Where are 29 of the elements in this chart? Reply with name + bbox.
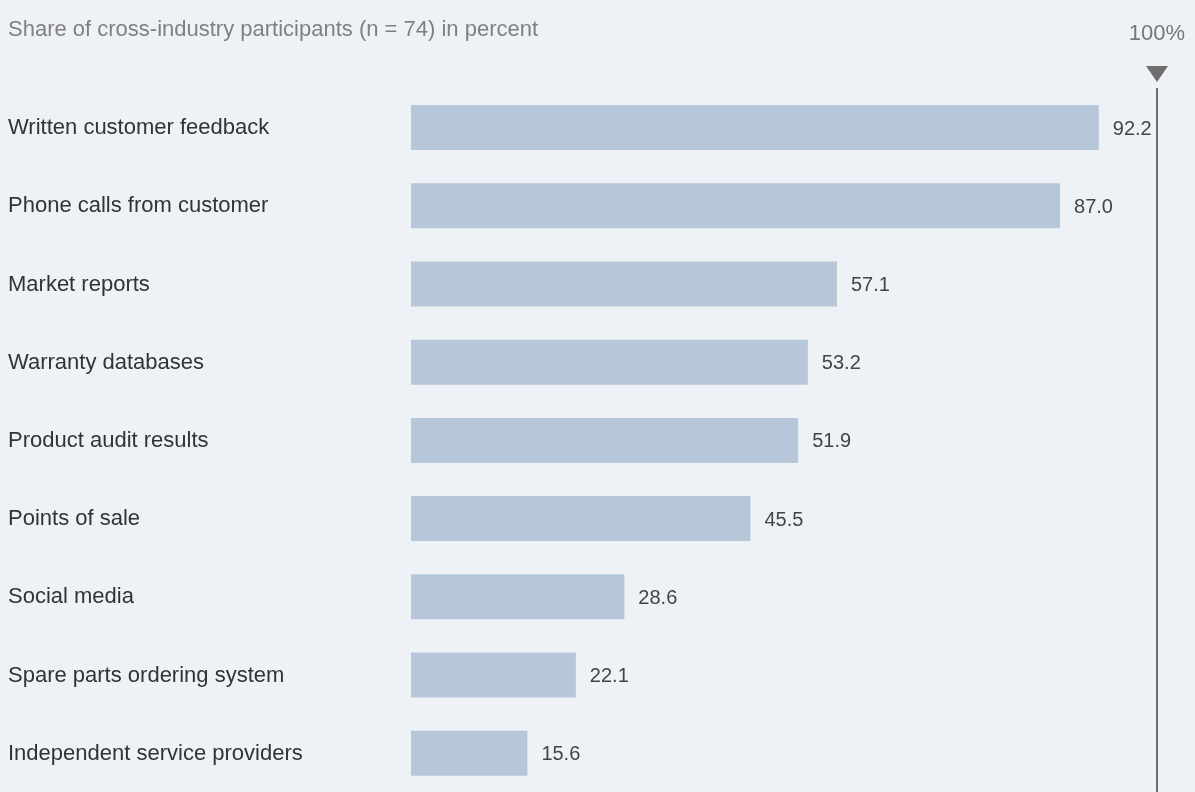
bar <box>411 417 799 463</box>
data-label: 53.2 <box>821 351 861 374</box>
y-tick-label: Phone calls from customer <box>8 192 269 218</box>
y-tick-label: Market reports <box>8 270 150 296</box>
y-tick-label: Spare parts ordering system <box>8 661 285 687</box>
y-tick-label: Warranty databases <box>8 348 205 374</box>
data-label: 22.1 <box>589 664 629 687</box>
ref-line-label: 100% <box>1128 20 1186 45</box>
data-label: 87.0 <box>1074 194 1113 217</box>
y-tick-label: Independent service providers <box>8 739 303 765</box>
chart-subtitle: Share of cross-industry participants (n = 74) in percent <box>8 16 539 42</box>
data-label: 57.1 <box>850 273 890 296</box>
bar <box>411 105 1099 150</box>
bar <box>411 183 1061 229</box>
bar <box>411 652 576 698</box>
data-label: 92.2 <box>1112 116 1152 139</box>
bar <box>411 574 625 620</box>
bar <box>411 496 751 542</box>
y-tick-label: Written customer feedback <box>8 114 271 140</box>
data-label: 45.5 <box>764 507 804 530</box>
bar <box>411 730 528 776</box>
y-tick-label: Product audit results <box>8 427 209 452</box>
y-tick-label: Points of sale <box>8 505 141 531</box>
y-tick-label: Social media <box>8 583 135 609</box>
bar <box>411 261 837 307</box>
data-label: 51.9 <box>812 429 852 452</box>
data-label: 28.6 <box>638 585 678 608</box>
data-label: 15.6 <box>541 742 581 765</box>
bar <box>411 339 808 385</box>
